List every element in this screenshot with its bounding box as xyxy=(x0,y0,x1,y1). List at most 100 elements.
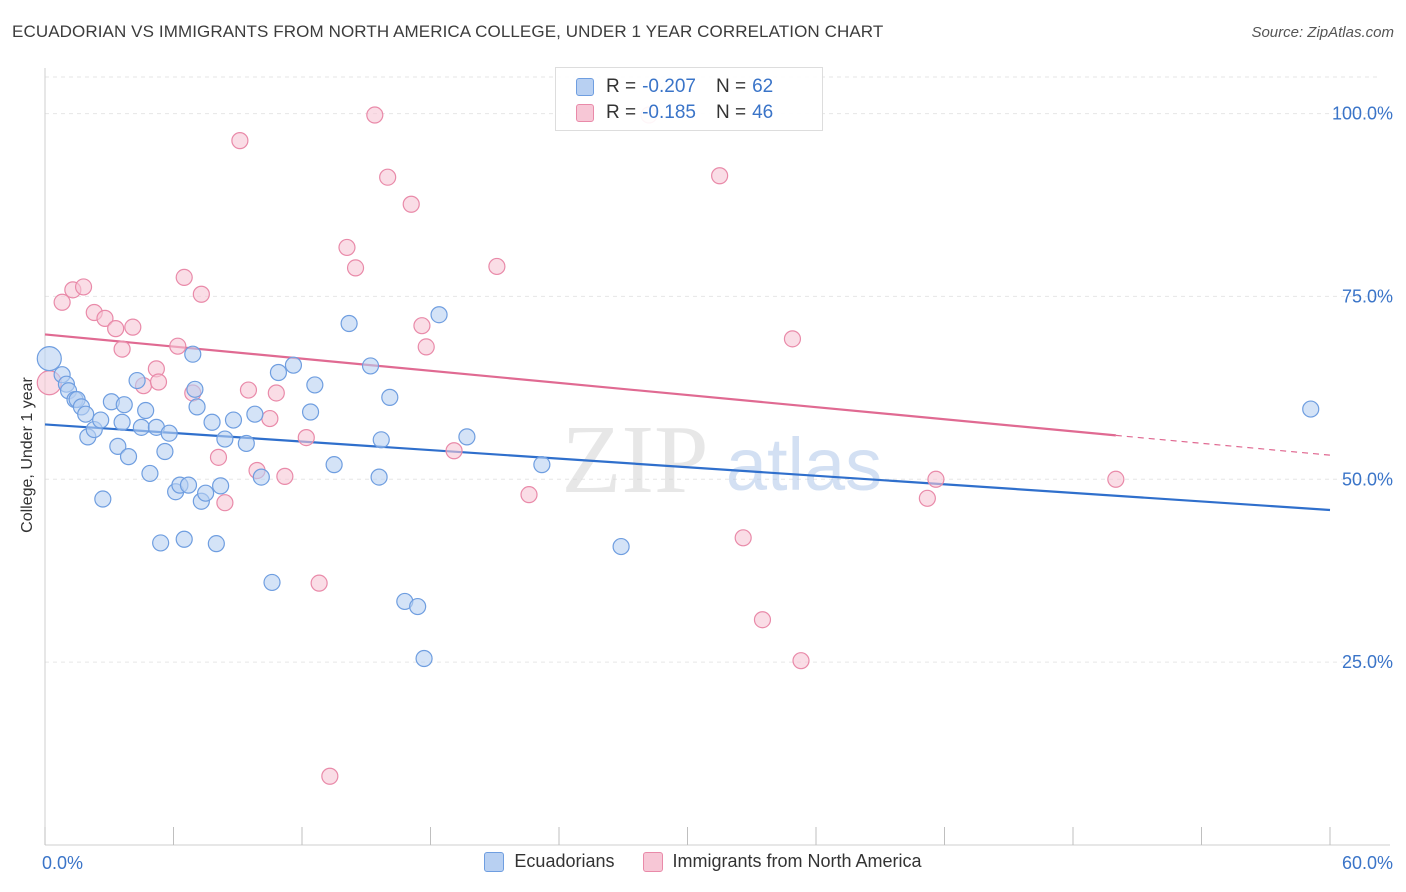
data-point-immigrants xyxy=(402,195,420,213)
data-point-ecuadorians xyxy=(156,442,174,461)
data-point-ecuadorians xyxy=(203,413,221,431)
data-point-ecuadorians xyxy=(370,468,388,486)
data-point-ecuadorians xyxy=(92,411,110,429)
data-point-ecuadorians xyxy=(188,398,206,416)
data-point-ecuadorians xyxy=(372,431,390,449)
data-point-immigrants xyxy=(488,257,506,276)
data-point-immigrants xyxy=(520,486,538,504)
y-tick-label: 100.0% xyxy=(1332,104,1393,124)
legend-row-ecuadorians: R = -0.207 N = 62 xyxy=(576,75,773,99)
data-point-ecuadorians xyxy=(36,346,62,372)
data-point-immigrants xyxy=(297,428,315,447)
data-point-immigrants xyxy=(792,652,810,670)
legend-item-immigrants[interactable]: Immigrants from North America xyxy=(642,851,922,872)
data-point-immigrants xyxy=(53,293,71,311)
data-point-immigrants xyxy=(74,278,93,296)
data-point-ecuadorians xyxy=(340,314,358,333)
data-point-ecuadorians xyxy=(325,456,343,474)
data-point-ecuadorians xyxy=(109,437,127,455)
legend-n-label: N = xyxy=(715,102,747,123)
data-point-immigrants xyxy=(107,320,125,338)
data-point-immigrants xyxy=(175,268,193,287)
legend-r-value: -0.185 xyxy=(642,102,696,123)
x-tick-label: 0.0% xyxy=(42,853,83,873)
data-point-immigrants xyxy=(783,330,802,348)
data-point-ecuadorians xyxy=(252,468,270,486)
data-point-ecuadorians xyxy=(533,456,551,474)
correlation-legend: R = -0.207 N = 62 R = -0.185 N = 46 xyxy=(555,67,823,131)
source-note: Source: ZipAtlas.com xyxy=(1251,24,1394,41)
trend-line-ecuadorians xyxy=(44,423,1331,512)
legend-swatch-blue xyxy=(484,851,505,872)
watermark: ZIP atlas xyxy=(562,406,883,514)
watermark-atlas: atlas xyxy=(726,423,882,506)
data-point-ecuadorians xyxy=(409,597,427,616)
data-point-ecuadorians xyxy=(94,490,112,508)
data-point-ecuadorians xyxy=(113,413,131,431)
legend-r-value: -0.207 xyxy=(642,76,696,97)
data-point-immigrants xyxy=(366,106,384,124)
data-point-ecuadorians xyxy=(430,306,448,324)
data-point-immigrants xyxy=(231,132,249,150)
y-tick-label: 25.0% xyxy=(1342,652,1393,672)
data-point-immigrants xyxy=(209,448,228,466)
data-point-immigrants xyxy=(149,373,168,391)
data-point-ecuadorians xyxy=(1302,400,1320,418)
data-point-ecuadorians xyxy=(115,396,133,414)
data-point-ecuadorians xyxy=(381,388,399,406)
data-point-immigrants xyxy=(169,337,187,355)
data-point-ecuadorians xyxy=(612,537,630,556)
legend-swatch-pink xyxy=(642,851,663,872)
trend-line-immigrants xyxy=(44,333,1116,437)
data-point-ecuadorians xyxy=(141,464,159,483)
trend-lines xyxy=(44,333,1331,512)
data-point-ecuadorians xyxy=(269,363,288,382)
data-point-immigrants xyxy=(124,318,142,336)
data-point-immigrants xyxy=(267,384,285,402)
data-point-immigrants xyxy=(711,167,729,185)
data-point-immigrants xyxy=(310,574,328,592)
series-legend: Ecuadorians Immigrants from North Americ… xyxy=(0,851,1406,872)
y-tick-label: 50.0% xyxy=(1342,469,1393,489)
data-point-ecuadorians xyxy=(137,401,155,420)
data-point-ecuadorians xyxy=(207,535,225,553)
data-point-ecuadorians xyxy=(216,430,234,448)
legend-label-ecuadorians: Ecuadorians xyxy=(514,851,615,871)
data-point-immigrants xyxy=(321,767,339,785)
data-point-immigrants xyxy=(96,309,114,327)
data-point-ecuadorians xyxy=(361,357,380,375)
data-point-ecuadorians xyxy=(77,405,95,423)
legend-label-immigrants: Immigrants from North America xyxy=(672,851,922,871)
chart-title: ECUADORIAN VS IMMIGRANTS FROM NORTH AMER… xyxy=(12,22,884,41)
legend-n-label: N = xyxy=(715,76,747,97)
y-tick-label: 75.0% xyxy=(1342,286,1393,306)
data-point-ecuadorians xyxy=(306,376,324,394)
data-point-immigrants xyxy=(753,611,772,629)
data-point-immigrants xyxy=(192,285,210,303)
data-point-immigrants xyxy=(734,529,752,547)
gridlines xyxy=(45,76,1380,663)
legend-item-ecuadorians[interactable]: Ecuadorians xyxy=(484,851,615,872)
data-point-ecuadorians xyxy=(246,405,264,423)
data-point-ecuadorians xyxy=(197,484,215,502)
data-point-ecuadorians xyxy=(175,530,193,548)
data-point-immigrants xyxy=(338,238,356,257)
data-point-immigrants xyxy=(445,442,463,460)
data-point-ecuadorians xyxy=(128,371,146,390)
legend-swatch-pink xyxy=(576,104,594,122)
data-point-ecuadorians xyxy=(179,476,198,494)
data-point-immigrants xyxy=(216,494,234,512)
axes xyxy=(44,68,1390,846)
data-point-immigrants xyxy=(261,409,279,428)
trend-line-immigrants-extension xyxy=(1115,434,1331,456)
data-point-immigrants xyxy=(113,340,131,358)
data-point-ecuadorians xyxy=(184,345,202,363)
x-tick-label: 60.0% xyxy=(1342,853,1393,873)
legend-row-immigrants: R = -0.185 N = 46 xyxy=(576,101,773,125)
data-point-ecuadorians xyxy=(415,649,433,668)
data-point-immigrants xyxy=(413,317,431,335)
data-point-immigrants xyxy=(417,338,435,356)
data-point-ecuadorians xyxy=(119,448,138,466)
data-point-immigrants xyxy=(239,381,258,399)
